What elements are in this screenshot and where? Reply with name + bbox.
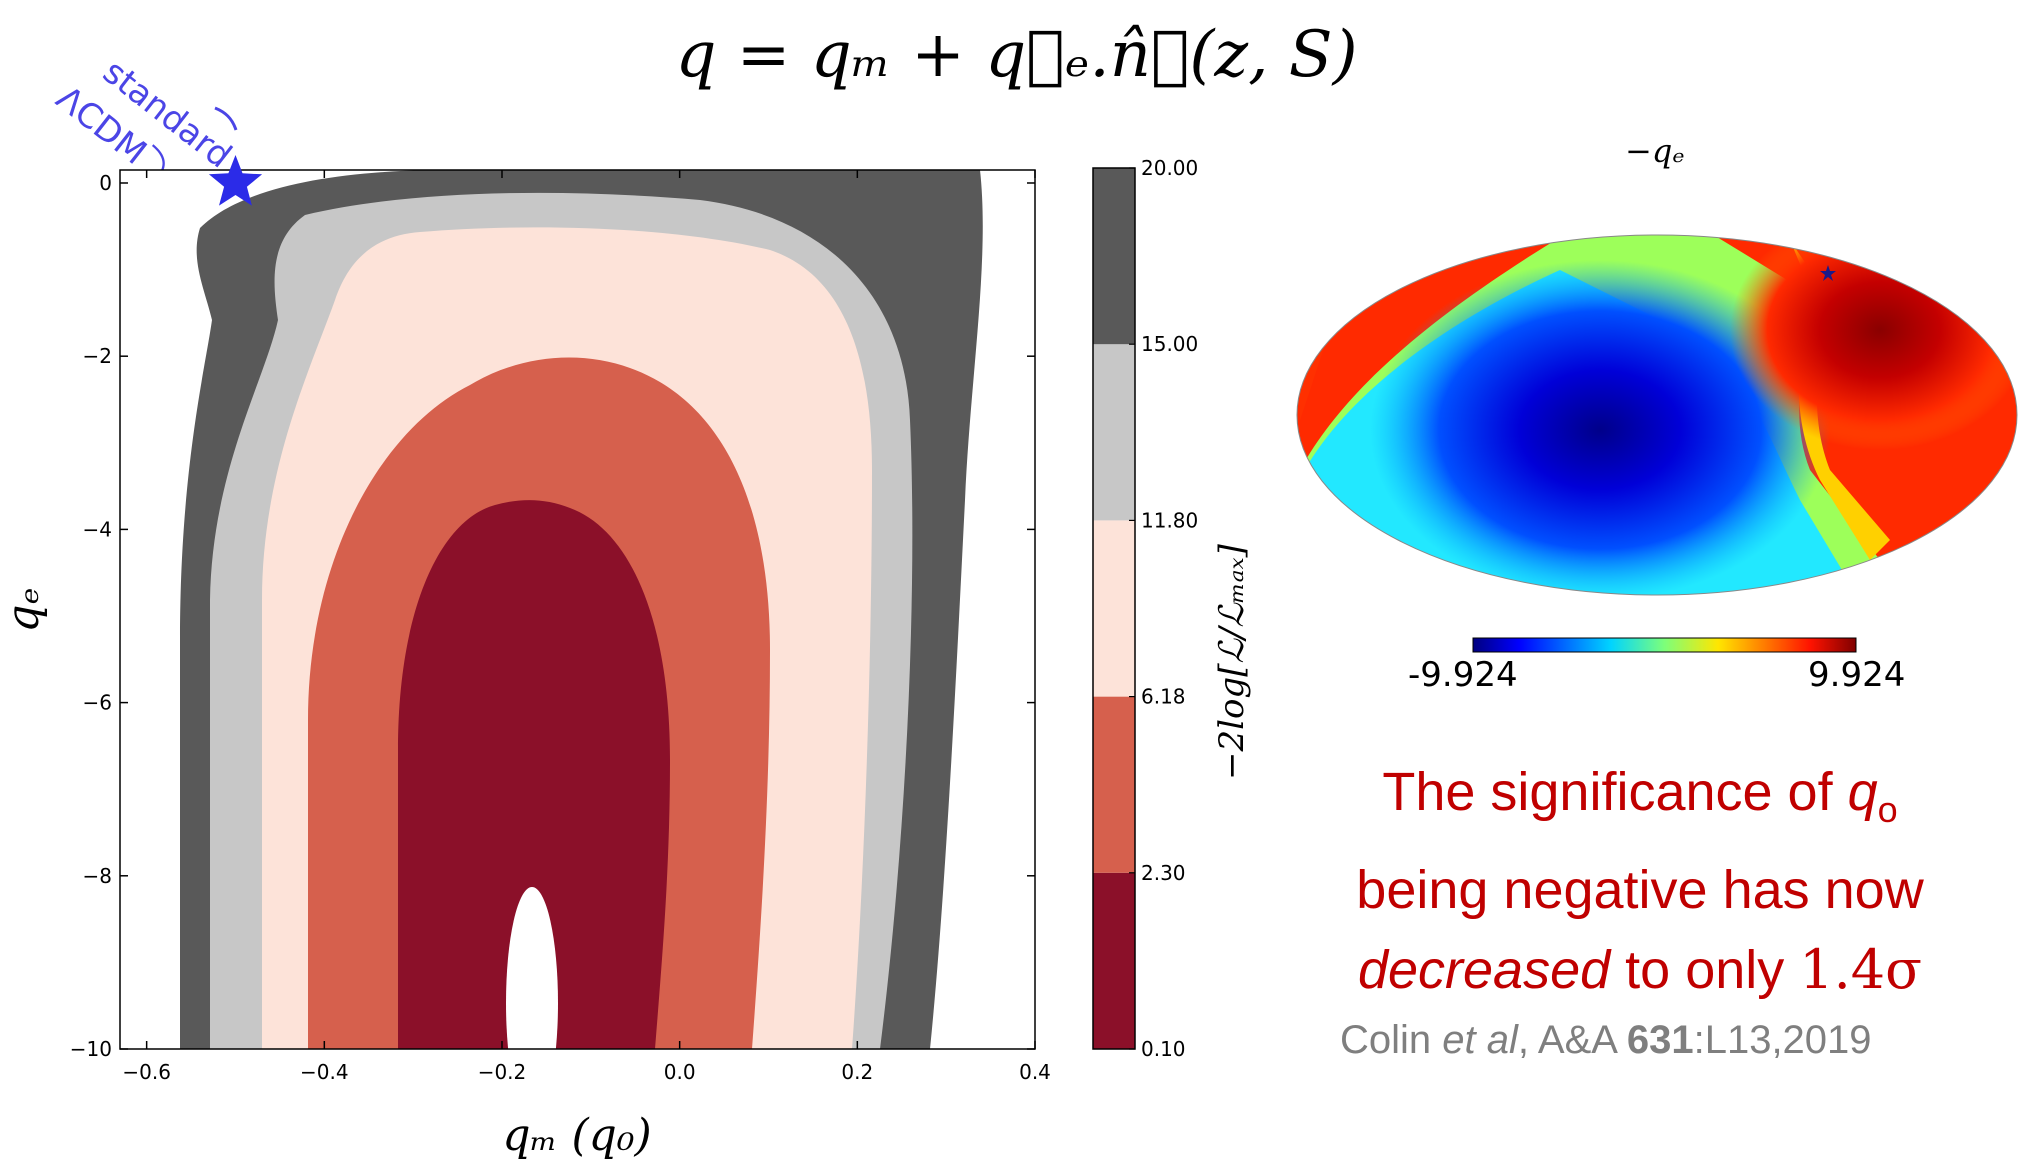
map-outline — [1296, 234, 2018, 596]
contour-plot-area — [120, 170, 1035, 1049]
x-axis-ticks: −0.6 −0.4 −0.2 0.0 0.2 0.4 — [122, 170, 1051, 1084]
colorbar-tick-label: 2.30 — [1141, 861, 1186, 885]
map-colorbar-min: -9.924 — [1408, 655, 1518, 695]
citation-pages-year: :L13,2019 — [1693, 1018, 1872, 1062]
colorbar: 0.10 2.30 6.18 11.80 15.00 20.00 — [1092, 156, 1198, 1061]
y-tick-label: 0 — [99, 171, 112, 195]
caption-text-1: The significance of — [1382, 762, 1848, 822]
y-tick-label: −2 — [83, 344, 112, 368]
map-red-region — [1730, 235, 2017, 450]
citation-authors: Colin — [1340, 1018, 1443, 1062]
x-tick-label: −0.6 — [122, 1060, 171, 1084]
caption-q-subscript: o — [1877, 788, 1898, 830]
lcdm-star-marker — [208, 155, 263, 206]
colorbar-segment — [1093, 168, 1135, 345]
x-tick-label: −0.2 — [478, 1060, 527, 1084]
map-blue-region — [1370, 260, 1830, 595]
colorbar-tick-label: 6.18 — [1141, 685, 1186, 709]
y-tick-label: −10 — [70, 1037, 112, 1061]
x-tick-label: 0.4 — [1019, 1060, 1051, 1084]
citation-volume: 631 — [1626, 1018, 1694, 1062]
significance-caption: The significance of qo being negative ha… — [1290, 752, 1990, 1010]
caption-decreased: decreased — [1357, 939, 1611, 1000]
contour-level-0.1-2.3 — [398, 500, 670, 1049]
caption-line2: being negative has now — [1356, 859, 1924, 920]
colorbar-segment — [1093, 872, 1135, 1049]
x-tick-label: 0.0 — [664, 1060, 696, 1084]
x-tick-label: −0.4 — [300, 1060, 349, 1084]
colorbar-segment — [1093, 696, 1135, 873]
x-axis-label: qₘ (q₀) — [502, 1110, 651, 1159]
citation-etal: et al — [1442, 1018, 1518, 1062]
colorbar-tick-label: 15.00 — [1141, 332, 1198, 356]
colorbar-segment — [1093, 520, 1135, 697]
y-axis-ticks: 0 −2 −4 −6 −8 −10 — [70, 171, 1035, 1061]
colorbar-frame — [1092, 167, 1136, 1050]
y-axis-label: qₑ — [0, 587, 49, 632]
colorbar-tick-label: 0.10 — [1141, 1037, 1186, 1061]
contour-best-fit-region — [506, 887, 558, 1049]
caption-line1: The significance of qo — [1290, 752, 1990, 850]
map-colorbar — [1472, 637, 1857, 653]
colorbar-segment — [1093, 344, 1135, 521]
y-tick-label: −6 — [83, 691, 112, 715]
map-title: −qₑ — [1625, 132, 1685, 170]
colorbar-label: −2log[ℒ/ℒₘₐₓ] — [1212, 544, 1252, 780]
lcdm-arrow-icon — [214, 106, 238, 131]
model-formula: q = qₘ + q⃗ₑ.n̂𝓕(z, S) — [0, 18, 2033, 92]
citation-journal: , A&A — [1517, 1018, 1627, 1062]
y-tick-label: −4 — [83, 517, 112, 541]
citation: Colin et al, A&A 631:L13,2019 — [1340, 1018, 1872, 1063]
caption-text-3: to only — [1610, 939, 1800, 1000]
caption-q-symbol: q — [1847, 762, 1878, 822]
x-tick-label: 0.2 — [841, 1060, 873, 1084]
colorbar-tick-label: 20.00 — [1141, 156, 1198, 180]
map-star-marker — [1820, 265, 1836, 281]
caption-line3: decreased to only 1.4σ — [1290, 930, 1990, 1010]
y-tick-label: −8 — [83, 864, 112, 888]
colorbar-tick-label: 11.80 — [1141, 508, 1198, 532]
plot-frame — [119, 169, 1036, 1050]
formula-text: q = qₘ + q⃗ₑ.n̂𝓕(z, S) — [675, 18, 1358, 92]
map-colorbar-max: 9.924 — [1808, 655, 1906, 695]
sky-map — [1296, 234, 2018, 653]
caption-sigma-value: 1.4σ — [1799, 937, 1923, 1001]
